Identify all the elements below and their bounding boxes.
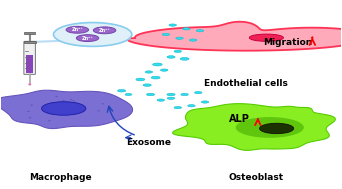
Ellipse shape bbox=[157, 99, 165, 101]
Text: Exosome: Exosome bbox=[126, 138, 171, 147]
Ellipse shape bbox=[143, 84, 151, 86]
Ellipse shape bbox=[42, 102, 86, 115]
Ellipse shape bbox=[102, 103, 104, 104]
Text: Endothelial cells: Endothelial cells bbox=[204, 79, 288, 88]
Text: Migration: Migration bbox=[263, 38, 312, 47]
Ellipse shape bbox=[136, 78, 145, 81]
Ellipse shape bbox=[70, 99, 73, 100]
Text: Osteoblast: Osteoblast bbox=[228, 173, 284, 182]
Ellipse shape bbox=[66, 26, 89, 33]
Bar bbox=[24, 41, 36, 43]
Ellipse shape bbox=[249, 34, 284, 41]
Text: Zn²⁺: Zn²⁺ bbox=[98, 28, 110, 33]
Ellipse shape bbox=[188, 105, 195, 107]
Ellipse shape bbox=[180, 57, 189, 60]
Ellipse shape bbox=[174, 50, 182, 53]
Ellipse shape bbox=[153, 63, 162, 66]
Ellipse shape bbox=[48, 120, 51, 121]
Ellipse shape bbox=[162, 33, 170, 36]
Ellipse shape bbox=[151, 76, 160, 79]
Ellipse shape bbox=[174, 106, 182, 109]
Text: Zn²⁺: Zn²⁺ bbox=[82, 36, 93, 41]
Bar bbox=[26, 55, 34, 74]
Ellipse shape bbox=[181, 93, 188, 96]
Ellipse shape bbox=[29, 117, 31, 118]
Ellipse shape bbox=[53, 22, 132, 46]
Ellipse shape bbox=[160, 69, 168, 71]
Ellipse shape bbox=[201, 101, 209, 103]
Polygon shape bbox=[0, 90, 133, 129]
Ellipse shape bbox=[62, 100, 65, 101]
Ellipse shape bbox=[167, 97, 175, 99]
Ellipse shape bbox=[167, 93, 175, 96]
Ellipse shape bbox=[169, 24, 176, 26]
Ellipse shape bbox=[196, 29, 204, 32]
Polygon shape bbox=[126, 22, 342, 51]
Ellipse shape bbox=[97, 110, 100, 111]
Bar bbox=[24, 32, 36, 34]
Ellipse shape bbox=[236, 117, 304, 138]
Ellipse shape bbox=[146, 93, 155, 96]
Ellipse shape bbox=[55, 96, 58, 97]
Ellipse shape bbox=[118, 90, 126, 92]
Ellipse shape bbox=[176, 37, 183, 39]
Text: ALP: ALP bbox=[229, 114, 250, 124]
Ellipse shape bbox=[125, 94, 132, 95]
Ellipse shape bbox=[145, 71, 153, 73]
Ellipse shape bbox=[189, 39, 197, 41]
Ellipse shape bbox=[28, 84, 31, 85]
Ellipse shape bbox=[260, 123, 294, 134]
Polygon shape bbox=[173, 104, 335, 150]
Ellipse shape bbox=[76, 35, 99, 42]
Ellipse shape bbox=[195, 91, 202, 94]
Text: Macrophage: Macrophage bbox=[29, 173, 92, 182]
Ellipse shape bbox=[93, 27, 116, 34]
Ellipse shape bbox=[183, 28, 190, 30]
FancyBboxPatch shape bbox=[24, 41, 36, 74]
Ellipse shape bbox=[167, 56, 175, 58]
Text: Zn²⁺: Zn²⁺ bbox=[71, 27, 83, 32]
Ellipse shape bbox=[27, 111, 30, 112]
